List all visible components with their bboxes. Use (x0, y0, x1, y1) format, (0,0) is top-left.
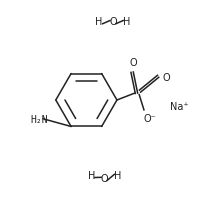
Text: O: O (100, 174, 108, 184)
Text: O: O (129, 58, 137, 68)
Text: H: H (88, 171, 95, 181)
Text: O: O (109, 17, 117, 27)
Text: H₂N: H₂N (30, 115, 48, 125)
Text: O⁻: O⁻ (144, 114, 156, 124)
Text: H: H (114, 171, 122, 181)
Text: H: H (123, 17, 130, 27)
Text: H: H (95, 17, 103, 27)
Text: O: O (162, 73, 170, 83)
Text: Na⁺: Na⁺ (170, 102, 189, 112)
